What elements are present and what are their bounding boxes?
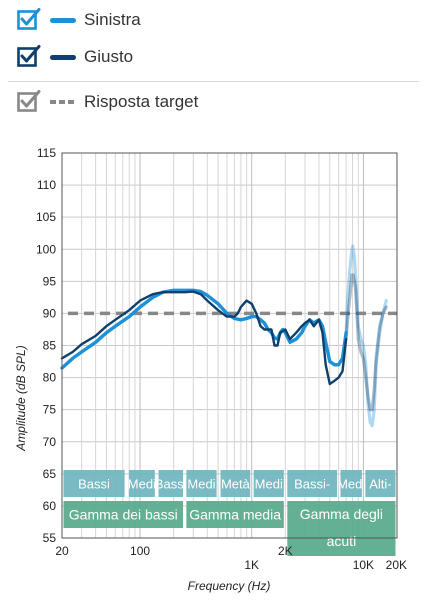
frequency-band-label: Medi [187, 477, 215, 492]
legend-swatch-left [50, 17, 76, 23]
checkbox-checked-icon[interactable] [17, 8, 41, 30]
frequency-band-label: acuti [327, 533, 357, 549]
series-lines [60, 244, 397, 428]
frequency-band-row1 [253, 470, 284, 497]
frequency-band-row1 [287, 470, 338, 497]
x-tick-label: 2K [278, 544, 293, 558]
frequency-band-label: Medi [255, 477, 283, 492]
checkbox-checked-icon[interactable] [17, 90, 41, 112]
y-tick-label: 90 [43, 306, 57, 320]
frequency-band-label: Medi [337, 477, 365, 492]
frequency-band-row1 [158, 470, 183, 497]
y-tick-label: 110 [37, 178, 56, 192]
frequency-band-label: Metà [221, 477, 251, 492]
y-tick-label: 100 [36, 242, 56, 256]
checkbox-checked-icon[interactable] [17, 45, 41, 67]
legend-swatch-right [50, 54, 76, 60]
frequency-band-label: Bassi [155, 477, 187, 492]
frequency-band-row2 [63, 501, 183, 528]
x-tick-label: 10K [353, 558, 374, 572]
frequency-band-label: Alti- [369, 477, 391, 492]
series-line-faded-1 [344, 273, 388, 412]
y-tick-label: 60 [43, 499, 57, 513]
frequency-band-label: Bassi- [294, 477, 330, 492]
frequency-band-row1 [365, 470, 396, 497]
y-tick-label: 55 [43, 531, 57, 545]
series-line-faded-0 [344, 244, 388, 428]
y-tick-label: 65 [43, 467, 57, 481]
plot-frame [61, 152, 398, 539]
legend: Sinistra Giusto Risposta target [0, 0, 427, 116]
y-tick-label: 115 [37, 146, 56, 160]
x-tick-label: 20K [386, 558, 407, 572]
frequency-band-row1 [340, 470, 362, 497]
legend-item-target[interactable]: Risposta target [17, 87, 199, 117]
frequency-band-row1 [220, 470, 251, 497]
y-tick-label: 105 [36, 210, 56, 224]
x-tick-label: 100 [130, 544, 150, 558]
legend-item-right[interactable]: Giusto [17, 42, 134, 72]
legend-label-right: Giusto [84, 47, 134, 66]
frequency-band-label: Gamma media [189, 507, 281, 523]
y-tick-label: 95 [43, 274, 57, 288]
frequency-band-label: Gamma degli [300, 506, 383, 522]
legend-item-left[interactable]: Sinistra [17, 5, 141, 35]
y-tick-label: 70 [43, 435, 57, 449]
y-tick-label: 75 [43, 403, 57, 417]
frequency-band-label: Medi [128, 477, 156, 492]
frequency-band-row2 [287, 501, 396, 556]
legend-swatch-target [50, 100, 76, 104]
frequency-band-label: Gamma dei bassi [69, 507, 178, 523]
frequency-band-row1 [63, 470, 125, 497]
frequency-band-row2 [186, 501, 284, 528]
x-tick-label: 20 [55, 544, 69, 558]
y-axis-title: Amplitude (dB SPL) [14, 345, 28, 451]
legend-label-left: Sinistra [84, 10, 141, 29]
frequency-band-label: Bassi [78, 477, 110, 492]
legend-label-target: Risposta target [84, 92, 199, 111]
legend-divider [8, 81, 419, 82]
series-line-1 [60, 290, 348, 386]
frequency-band-row1 [186, 470, 217, 497]
x-axis-title: Frequency (Hz) [188, 579, 271, 593]
y-tick-label: 80 [43, 371, 57, 385]
axes: 55 60 65 70 75 80 85 90 95 100 105 110 115 20 100 1K 2K 1… [36, 146, 407, 572]
y-tick-label: 85 [43, 339, 57, 353]
x-tick-label: 1K [244, 558, 259, 572]
frequency-band-row1 [128, 470, 155, 497]
